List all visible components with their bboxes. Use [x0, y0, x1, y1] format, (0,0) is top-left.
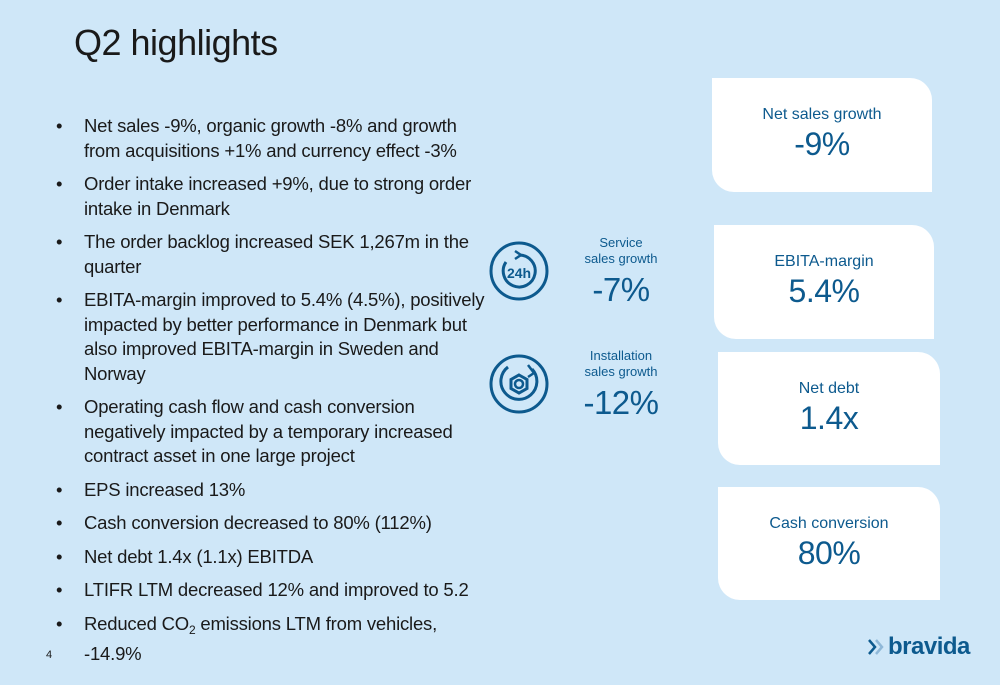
ebita-margin-card: EBITA-margin 5.4% — [714, 225, 934, 339]
installation-label-line1: Installation — [589, 348, 653, 363]
card-value: 80% — [797, 535, 861, 571]
service-value: -7% — [592, 271, 650, 308]
service-sales-growth: Service sales growth -7% — [566, 235, 676, 309]
card-value: 5.4% — [788, 273, 860, 309]
list-item: Cash conversion decreased to 80% (112%) — [56, 511, 486, 536]
list-item: LTIFR LTM decreased 12% and improved to … — [56, 578, 486, 603]
logo-text: bravida — [888, 633, 970, 660]
list-item: Operating cash flow and cash conversion … — [56, 395, 486, 469]
service-label-line1: Service — [599, 235, 643, 250]
list-item: Order intake increased +9%, due to stron… — [56, 172, 486, 221]
net-debt-card: Net debt 1.4x — [718, 352, 940, 465]
card-value: 1.4x — [799, 400, 859, 436]
cash-conversion-card: Cash conversion 80% — [718, 487, 940, 600]
installation-label-line2: sales growth — [584, 364, 658, 379]
bravida-logo: bravida — [866, 633, 970, 661]
net-sales-growth-card: Net sales growth -9% — [712, 78, 932, 192]
list-item: EPS increased 13% — [56, 478, 486, 503]
card-value: -9% — [794, 126, 850, 162]
24h-clock-icon: 24h — [488, 240, 550, 302]
list-item: Net sales -9%, organic growth -8% and gr… — [56, 114, 486, 163]
installation-sales-growth: Installation sales growth -12% — [566, 348, 676, 422]
co2-text-after: emissions LTM from vehicles, -14.9% — [84, 612, 438, 665]
card-label: EBITA-margin — [774, 253, 874, 270]
installation-value: -12% — [583, 384, 659, 421]
logo-mark-icon — [868, 639, 884, 655]
card-label: Net sales growth — [762, 106, 882, 123]
page-title: Q2 highlights — [74, 22, 278, 63]
page-number: 4 — [46, 649, 53, 661]
svg-text:24h: 24h — [507, 265, 531, 281]
list-item-co2: Reduced CO2 emissions LTM from vehicles,… — [56, 612, 486, 667]
card-label: Net debt — [798, 380, 860, 397]
co2-subscript: 2 — [188, 622, 196, 637]
wrench-nut-icon — [488, 353, 550, 415]
list-item: The order backlog increased SEK 1,267m i… — [56, 230, 486, 279]
co2-text-before: Reduced CO — [84, 612, 189, 634]
highlights-list: Net sales -9%, organic growth -8% and gr… — [56, 114, 486, 676]
card-label: Cash conversion — [769, 515, 889, 532]
service-label-line2: sales growth — [584, 251, 658, 266]
list-item: EBITA-margin improved to 5.4% (4.5%), po… — [56, 288, 486, 386]
list-item: Net debt 1.4x (1.1x) EBITDA — [56, 545, 486, 570]
